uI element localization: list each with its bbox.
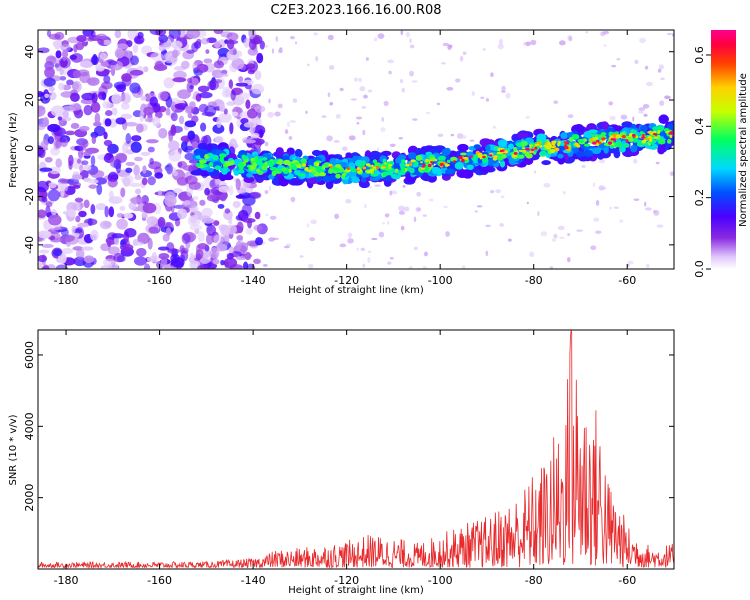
colorbar-label: Normalized spectral amplitude [738,73,749,227]
spectrogram-ylabel: Frequency (Hz) [8,112,19,188]
spectrogram-xtick-label: -60 [618,274,636,287]
spectrogram-ytick-label: 40 [23,45,36,59]
colorbar-ticks: 0.0 0.2 0.4 0.6 [693,46,711,278]
snr-ylabel: SNR (10 * v/v) [8,414,19,485]
spectrogram-xtick-label: -100 [428,274,453,287]
snr-xtick-label: -140 [241,574,266,587]
spectrogram-xtick-label: -120 [334,274,359,287]
snr-xtick-label: -100 [428,574,453,587]
colorbar-tick-label: 0.6 [693,46,706,64]
snr-ytick-label: 6000 [23,341,36,369]
spectrogram-ticks: -180 -160 -140 -120 -100 -80 -60 -40 -20 0 20 40 [23,30,674,287]
snr-ytick-label: 2000 [23,484,36,512]
spectrogram-ytick-label: 20 [23,93,36,107]
spectrogram-xlabel: Height of straight line (km) [288,285,424,296]
snr-xtick-label: -60 [618,574,636,587]
spectrogram-xtick-label: -140 [241,274,266,287]
heatmap-blobs [38,30,674,269]
snr-frame [37,329,675,570]
snr-xtick-label: -80 [525,574,543,587]
snr-xtick-label: -180 [54,574,79,587]
snr-panel: -180 -160 -140 -120 -100 -80 -60 2000 4000 6000 H… [8,329,675,596]
spectrogram-ytick-label: 0 [23,145,36,152]
spectrogram-xtick-label: -80 [525,274,543,287]
snr-series-line [37,330,675,570]
spectrogram-ytick-label: -20 [23,188,36,206]
spectrogram-panel: -180 -160 -140 -120 -100 -80 -60 -40 -20 0 20 40 He… [8,29,675,296]
colorbar-tick-label: 0.2 [693,189,706,207]
spectrogram-xtick-label: -160 [147,274,172,287]
snr-xlabel: Height of straight line (km) [288,585,424,596]
snr-ytick-label: 4000 [23,412,36,440]
colorbar-tick-label: 0.0 [693,260,706,278]
spectrogram-ytick-label: -40 [23,236,36,254]
spectrogram-xtick-label: -180 [54,274,79,287]
snr-xtick-label: -120 [334,574,359,587]
snr-xtick-label: -160 [147,574,172,587]
spectrogram-heatmap [38,30,674,269]
colorbar-gradient [711,30,736,269]
spectrogram-frame [37,29,675,270]
colorbar-tick-label: 0.4 [693,118,706,136]
colorbar: 0.0 0.2 0.4 0.6 Normalized spectral amplitu… [693,30,749,278]
figure-title: C2E3.2023.166.16.00.R08 [270,3,441,18]
snr-ticks: -180 -160 -140 -120 -100 -80 -60 2000 4000 6000 [23,330,674,587]
